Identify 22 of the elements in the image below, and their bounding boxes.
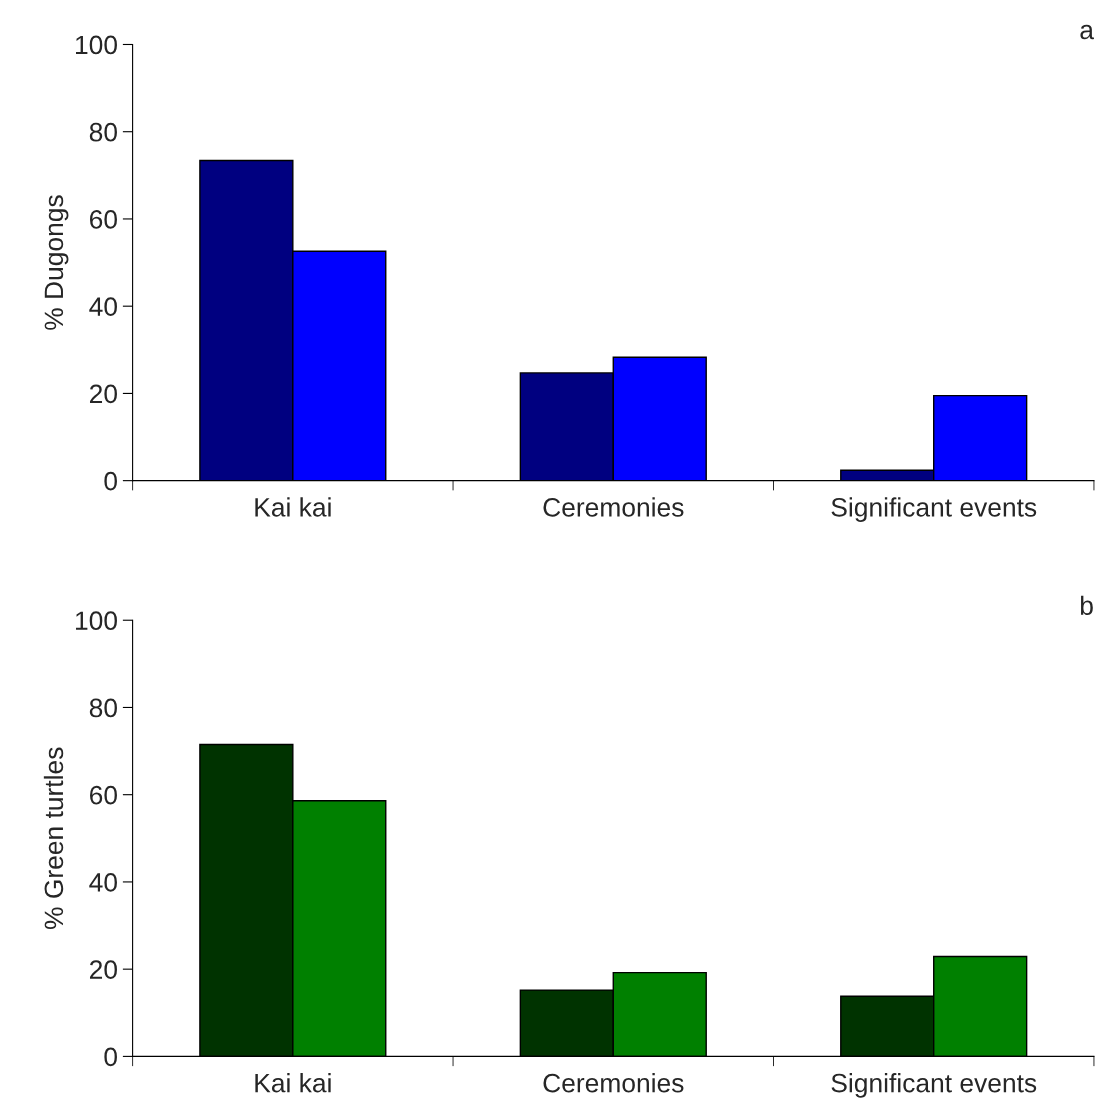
y-tick-label: 40 <box>89 297 117 317</box>
x-tick-label: Significant events <box>831 497 1037 522</box>
y-tick-label: 20 <box>89 384 117 404</box>
y-tick-label: 100 <box>76 35 117 55</box>
y-tick-label: 40 <box>89 873 117 892</box>
y-tick-label: 0 <box>104 1047 117 1067</box>
y-axis-title: % Green turtles <box>43 747 64 930</box>
text: b <box>1080 595 1093 616</box>
y-tick-label: 80 <box>89 698 117 718</box>
y-tick-label: 20 <box>89 960 117 979</box>
y-tick-label: 100 <box>76 611 117 631</box>
x-tick-label: Kai kai <box>255 1073 331 1093</box>
y-axis-title: % Dugongs <box>44 195 69 330</box>
x-tick-label: Kai kai <box>255 497 331 517</box>
x-tick-label: Significant events <box>831 1073 1037 1098</box>
x-tick-label: Ceremonies <box>543 497 684 517</box>
y-tick-label: 60 <box>90 785 117 805</box>
y-tick-label: 0 <box>104 471 117 491</box>
y-tick-label: 80 <box>89 122 117 142</box>
text: a <box>1080 24 1094 40</box>
y-tick-label: 60 <box>90 210 117 229</box>
x-tick-label: Ceremonies <box>543 1073 684 1093</box>
